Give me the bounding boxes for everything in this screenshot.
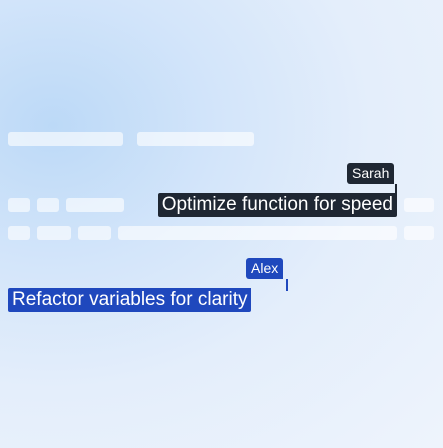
code-placeholder-line: [37, 226, 71, 240]
collaborator-caret-alex: [286, 279, 288, 291]
collaborator-caret-sarah: [395, 184, 397, 197]
code-placeholder-line: [118, 226, 397, 240]
code-placeholder-line: [78, 226, 111, 240]
suggestion-chip-alex[interactable]: Refactor variables for clarity: [8, 288, 252, 312]
collaborator-name-tag-sarah: Sarah: [347, 163, 395, 184]
code-placeholder-line: [8, 198, 30, 212]
collaborator-name-tag-alex: Alex: [246, 258, 284, 279]
code-placeholder-line: [8, 132, 123, 146]
code-placeholder-line: [66, 198, 124, 212]
code-placeholder-line: [8, 226, 30, 240]
code-placeholder-line: [37, 198, 59, 212]
code-placeholder-line: [404, 198, 434, 212]
code-placeholder-line: [137, 132, 254, 146]
code-placeholder-line: [404, 226, 434, 240]
suggestion-chip-sarah[interactable]: Optimize function for speed: [157, 193, 397, 217]
